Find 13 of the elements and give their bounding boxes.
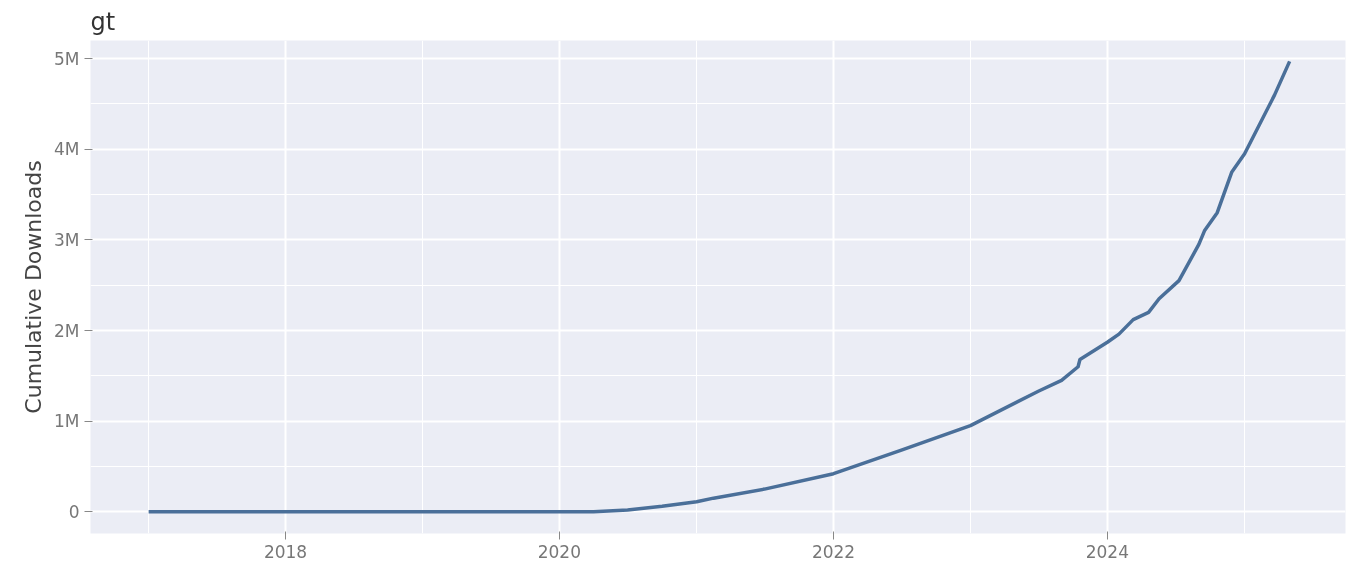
line-series xyxy=(146,59,1292,514)
y-tick-label: 4M xyxy=(54,139,80,160)
y-tick-label: 0 xyxy=(68,501,80,522)
x-tick-label: 2020 xyxy=(537,541,581,562)
x-tick-label: 2022 xyxy=(811,541,856,562)
x-tick-label: 2024 xyxy=(1085,541,1129,562)
y-axis-title: Cumulative Downloads xyxy=(21,160,47,414)
chart-title: gt xyxy=(90,7,116,36)
x-tick-label: 2018 xyxy=(263,541,308,562)
y-tick-label: 2M xyxy=(54,320,80,341)
y-tick-label: 3M xyxy=(54,229,80,250)
y-tick-label: 5M xyxy=(54,48,80,69)
y-tick-label: 1M xyxy=(54,411,80,432)
